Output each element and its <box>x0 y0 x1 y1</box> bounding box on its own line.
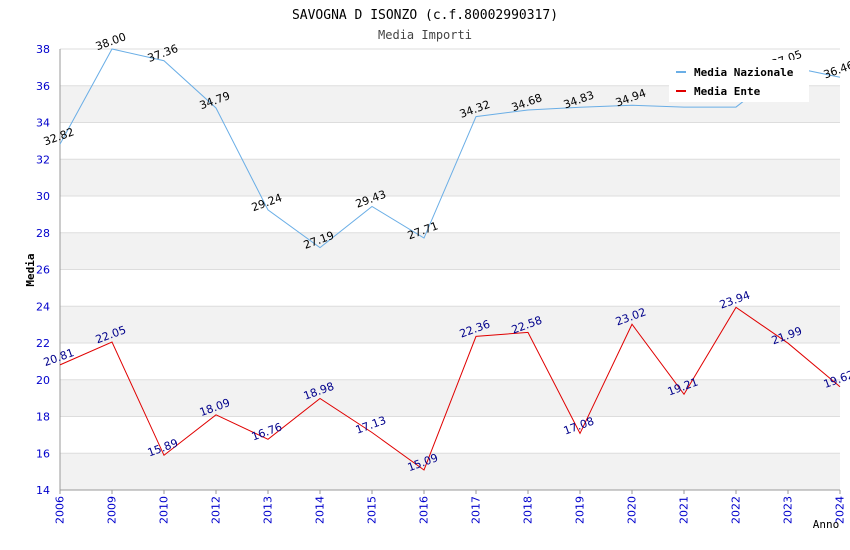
x-tick-label: 2022 <box>730 496 743 524</box>
y-axis-label: Media <box>24 253 37 286</box>
series-line <box>59 306 841 471</box>
data-label: 17.13 <box>354 414 388 437</box>
legend-label: Media Ente <box>694 85 761 98</box>
y-tick-label: 20 <box>36 374 50 387</box>
x-tick-label: 2010 <box>158 496 171 524</box>
y-tick-label: 14 <box>36 484 50 497</box>
y-tick-label: 18 <box>36 411 50 424</box>
plot-band <box>60 232 840 270</box>
x-tick-label: 2006 <box>54 496 67 524</box>
data-label: 38.00 <box>94 30 128 53</box>
data-label: 17.08 <box>562 415 596 438</box>
series-lines <box>59 48 841 471</box>
y-tick-label: 28 <box>36 227 50 240</box>
y-tick-label: 36 <box>36 80 50 93</box>
y-tick-labels: 14 16 18 20 22 24 26 28 30 32 34 36 38 <box>36 43 50 497</box>
x-tick-label: 2018 <box>522 496 535 524</box>
x-tick-label: 2013 <box>262 496 275 524</box>
x-tick-labels: 2006 2009 2010 2012 2013 2014 2015 2016 2017 2018… <box>54 496 847 524</box>
data-label: 16.76 <box>250 421 284 444</box>
x-tick-label: 2019 <box>574 496 587 524</box>
series-line <box>59 48 841 249</box>
y-tick-label: 38 <box>36 43 50 56</box>
plot-band <box>60 306 840 343</box>
plot-band <box>60 379 840 417</box>
x-tick-label: 2024 <box>834 496 847 524</box>
y-tick-label: 30 <box>36 190 50 203</box>
x-axis-label: Anno <box>813 518 840 531</box>
x-tick-label: 2023 <box>782 496 795 524</box>
plot-band <box>60 453 840 490</box>
x-tick-label: 2017 <box>470 496 483 524</box>
y-tick-label: 24 <box>36 300 50 313</box>
x-tick-label: 2012 <box>210 496 223 524</box>
grid-lines <box>60 48 840 491</box>
y-tick-label: 22 <box>36 337 50 350</box>
y-tick-label: 32 <box>36 153 50 166</box>
legend-label: Media Nazionale <box>694 66 794 79</box>
x-tick-label: 2021 <box>678 496 691 524</box>
x-tick-label: 2009 <box>106 496 119 524</box>
x-tick-label: 2015 <box>366 496 379 524</box>
axes <box>59 49 841 494</box>
legend: Media Nazionale Media Ente <box>669 60 809 102</box>
plot-bands <box>60 85 840 490</box>
chart-subtitle: Media Importi <box>378 28 472 42</box>
x-tick-label: 2020 <box>626 496 639 524</box>
y-tick-label: 34 <box>36 117 50 130</box>
data-label: 36.46 <box>822 59 850 82</box>
y-tick-label: 16 <box>36 447 50 460</box>
data-label: 37.36 <box>146 42 180 65</box>
x-tick-label: 2016 <box>418 496 431 524</box>
x-tick-label: 2014 <box>314 496 327 524</box>
legend-box <box>669 60 809 102</box>
chart-title: SAVOGNA D ISONZO (c.f.80002990317) <box>292 8 558 23</box>
y-tick-label: 26 <box>36 264 50 277</box>
